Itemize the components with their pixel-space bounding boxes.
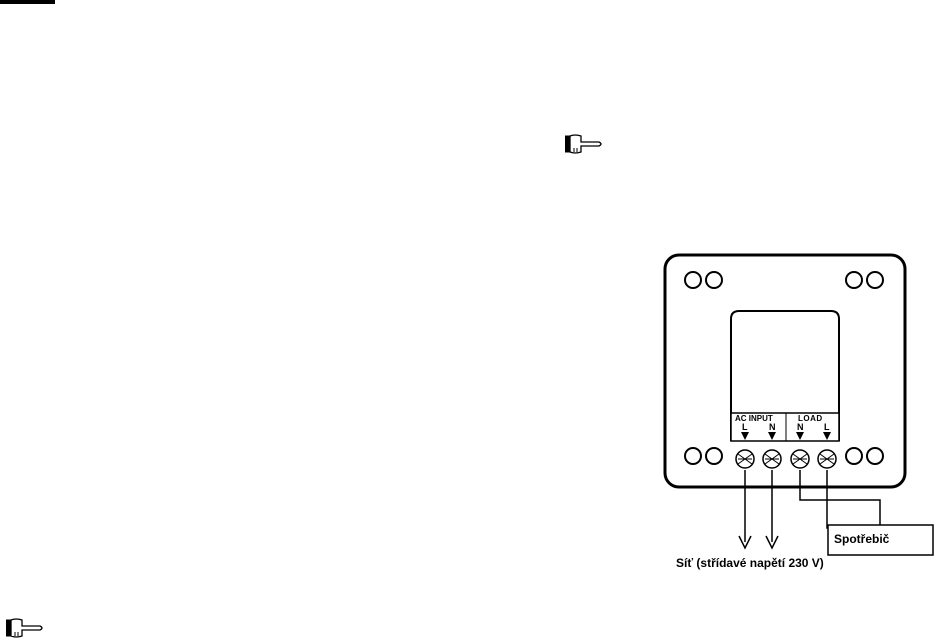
appliance-label: Spotřebič bbox=[834, 532, 889, 546]
hand-pointer-icon bbox=[6, 616, 46, 640]
terminal-letter-L1: L bbox=[742, 422, 748, 432]
terminal-letter-N2: N bbox=[797, 422, 804, 432]
hand-pointer-icon bbox=[565, 132, 605, 156]
terminal-letter-L2: L bbox=[824, 422, 830, 432]
wiring-diagram bbox=[0, 0, 940, 642]
terminal-letter-N1: N bbox=[769, 422, 776, 432]
terminal-header-ac: AC INPUT bbox=[735, 414, 773, 423]
mains-label: Síť (střídavé napětí 230 V) bbox=[676, 556, 824, 570]
